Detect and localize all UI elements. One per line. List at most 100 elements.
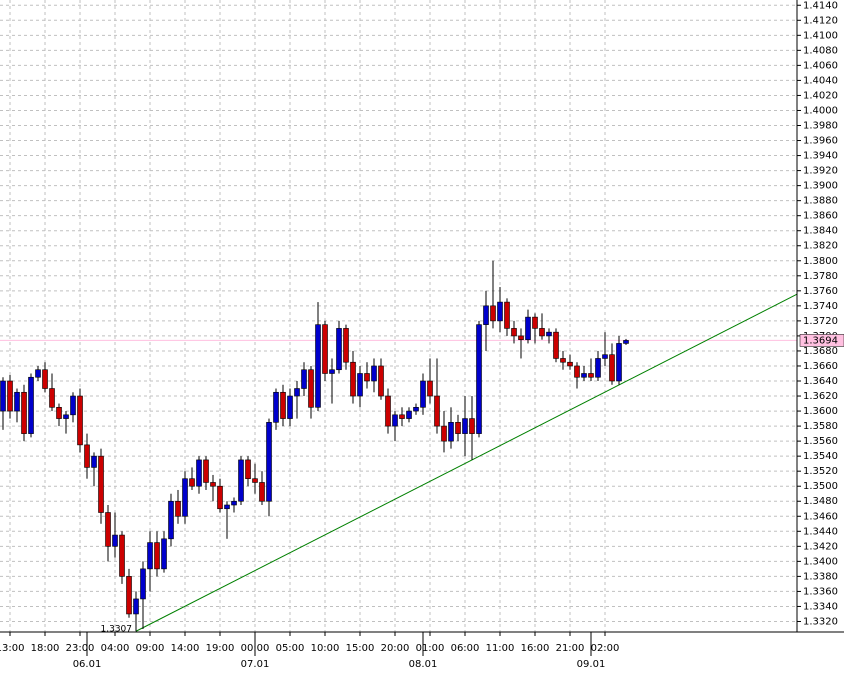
- candle-body: [56, 407, 62, 419]
- candle-body: [385, 395, 391, 427]
- candle-body: [119, 534, 125, 577]
- y-tick-label: 1.3340: [803, 601, 838, 612]
- candle-body: [553, 331, 559, 359]
- candle-body: [609, 354, 615, 382]
- y-tick-label: 1.3380: [803, 571, 838, 582]
- y-tick-label: 1.4040: [803, 75, 838, 86]
- candle-body: [84, 444, 90, 468]
- y-tick-label: 1.3880: [803, 196, 838, 207]
- date-label: 09.01: [577, 659, 606, 670]
- candle-body: [126, 576, 132, 615]
- y-tick-label: 1.3980: [803, 120, 838, 131]
- y-tick-label: 1.3840: [803, 226, 838, 237]
- x-tick-label: 01:00: [416, 643, 445, 654]
- y-tick-label: 1.3540: [803, 451, 838, 462]
- candle-body: [182, 478, 188, 517]
- x-tick-label: 18:00: [31, 643, 60, 654]
- candle-body: [588, 373, 594, 378]
- candle-body: [70, 395, 76, 416]
- candle-body: [350, 361, 356, 397]
- trendline: [135, 293, 798, 632]
- candle-body: [357, 373, 363, 397]
- candle-body: [406, 410, 412, 419]
- candle-body: [21, 391, 27, 434]
- candle-body: [63, 414, 69, 419]
- candle-body: [49, 388, 55, 408]
- candle-body: [427, 380, 433, 397]
- candle-body: [476, 324, 482, 434]
- y-tick-label: 1.3820: [803, 241, 838, 252]
- candle-body: [497, 301, 503, 322]
- candle-body: [196, 459, 202, 487]
- candle-body: [287, 395, 293, 419]
- candle-body: [210, 482, 216, 487]
- x-tick-label: 10:00: [311, 643, 340, 654]
- candle-body: [420, 380, 426, 408]
- candle-body: [224, 504, 230, 510]
- candle-body: [336, 328, 342, 371]
- y-tick-label: 1.3740: [803, 301, 838, 312]
- y-tick-label: 1.3480: [803, 496, 838, 507]
- y-tick-label: 1.3940: [803, 151, 838, 162]
- candle-body: [294, 388, 300, 397]
- candle-body: [455, 422, 461, 434]
- candle-body: [280, 391, 286, 419]
- candle-body: [14, 391, 20, 412]
- candle-body: [546, 331, 552, 337]
- y-tick-label: 1.4100: [803, 30, 838, 41]
- candle-body: [595, 358, 601, 378]
- candle-body: [91, 455, 97, 468]
- candle-body: [441, 425, 447, 442]
- candle-body: [483, 305, 489, 325]
- candle-body: [238, 459, 244, 502]
- candle-body: [602, 354, 608, 359]
- candle-body: [308, 369, 314, 408]
- candle-body: [140, 568, 146, 600]
- candle-body: [301, 369, 307, 389]
- x-tick-label: 04:00: [101, 643, 130, 654]
- y-tick-label: 1.3440: [803, 526, 838, 537]
- y-tick-label: 1.3500: [803, 481, 838, 492]
- y-tick-label: 1.4080: [803, 45, 838, 56]
- candle-body: [574, 365, 580, 378]
- candle-body: [623, 340, 629, 344]
- x-tick-label: 16:00: [521, 643, 550, 654]
- candle-body: [189, 478, 195, 487]
- candle-body: [266, 422, 272, 502]
- y-tick-label: 1.4140: [803, 0, 838, 11]
- candle-body: [133, 598, 139, 615]
- date-label: 07.01: [241, 659, 270, 670]
- x-tick-label: 23:00: [66, 643, 95, 654]
- candle-body: [42, 369, 48, 389]
- x-tick-label: 20:00: [381, 643, 410, 654]
- y-tick-label: 1.3760: [803, 286, 838, 297]
- y-tick-label: 1.4060: [803, 60, 838, 71]
- y-tick-label: 1.3720: [803, 316, 838, 327]
- candle-body: [462, 418, 468, 434]
- y-tick-label: 1.3420: [803, 541, 838, 552]
- candle-body: [203, 459, 209, 483]
- candle-body: [315, 324, 321, 408]
- y-tick-label: 1.3320: [803, 616, 838, 627]
- x-tick-label: 13:00: [0, 643, 24, 654]
- candle-body: [525, 316, 531, 340]
- y-tick-label: 1.4000: [803, 105, 838, 116]
- candle-body: [161, 538, 167, 570]
- candle-body: [175, 500, 181, 517]
- x-tick-label: 15:00: [346, 643, 375, 654]
- candle-body: [567, 361, 573, 367]
- candle-body: [273, 391, 279, 423]
- y-tick-label: 1.3520: [803, 466, 838, 477]
- candle-body: [35, 369, 41, 378]
- candle-body: [364, 373, 370, 382]
- y-tick-label: 1.3460: [803, 511, 838, 522]
- candle-body: [0, 380, 6, 412]
- candle-body: [105, 512, 111, 547]
- candle-body: [371, 365, 377, 382]
- candle-body: [217, 485, 223, 510]
- y-tick-label: 1.3900: [803, 181, 838, 192]
- candle-body: [581, 373, 587, 378]
- candle-body: [518, 335, 524, 340]
- candle-body: [252, 478, 258, 483]
- x-tick-label: 14:00: [171, 643, 200, 654]
